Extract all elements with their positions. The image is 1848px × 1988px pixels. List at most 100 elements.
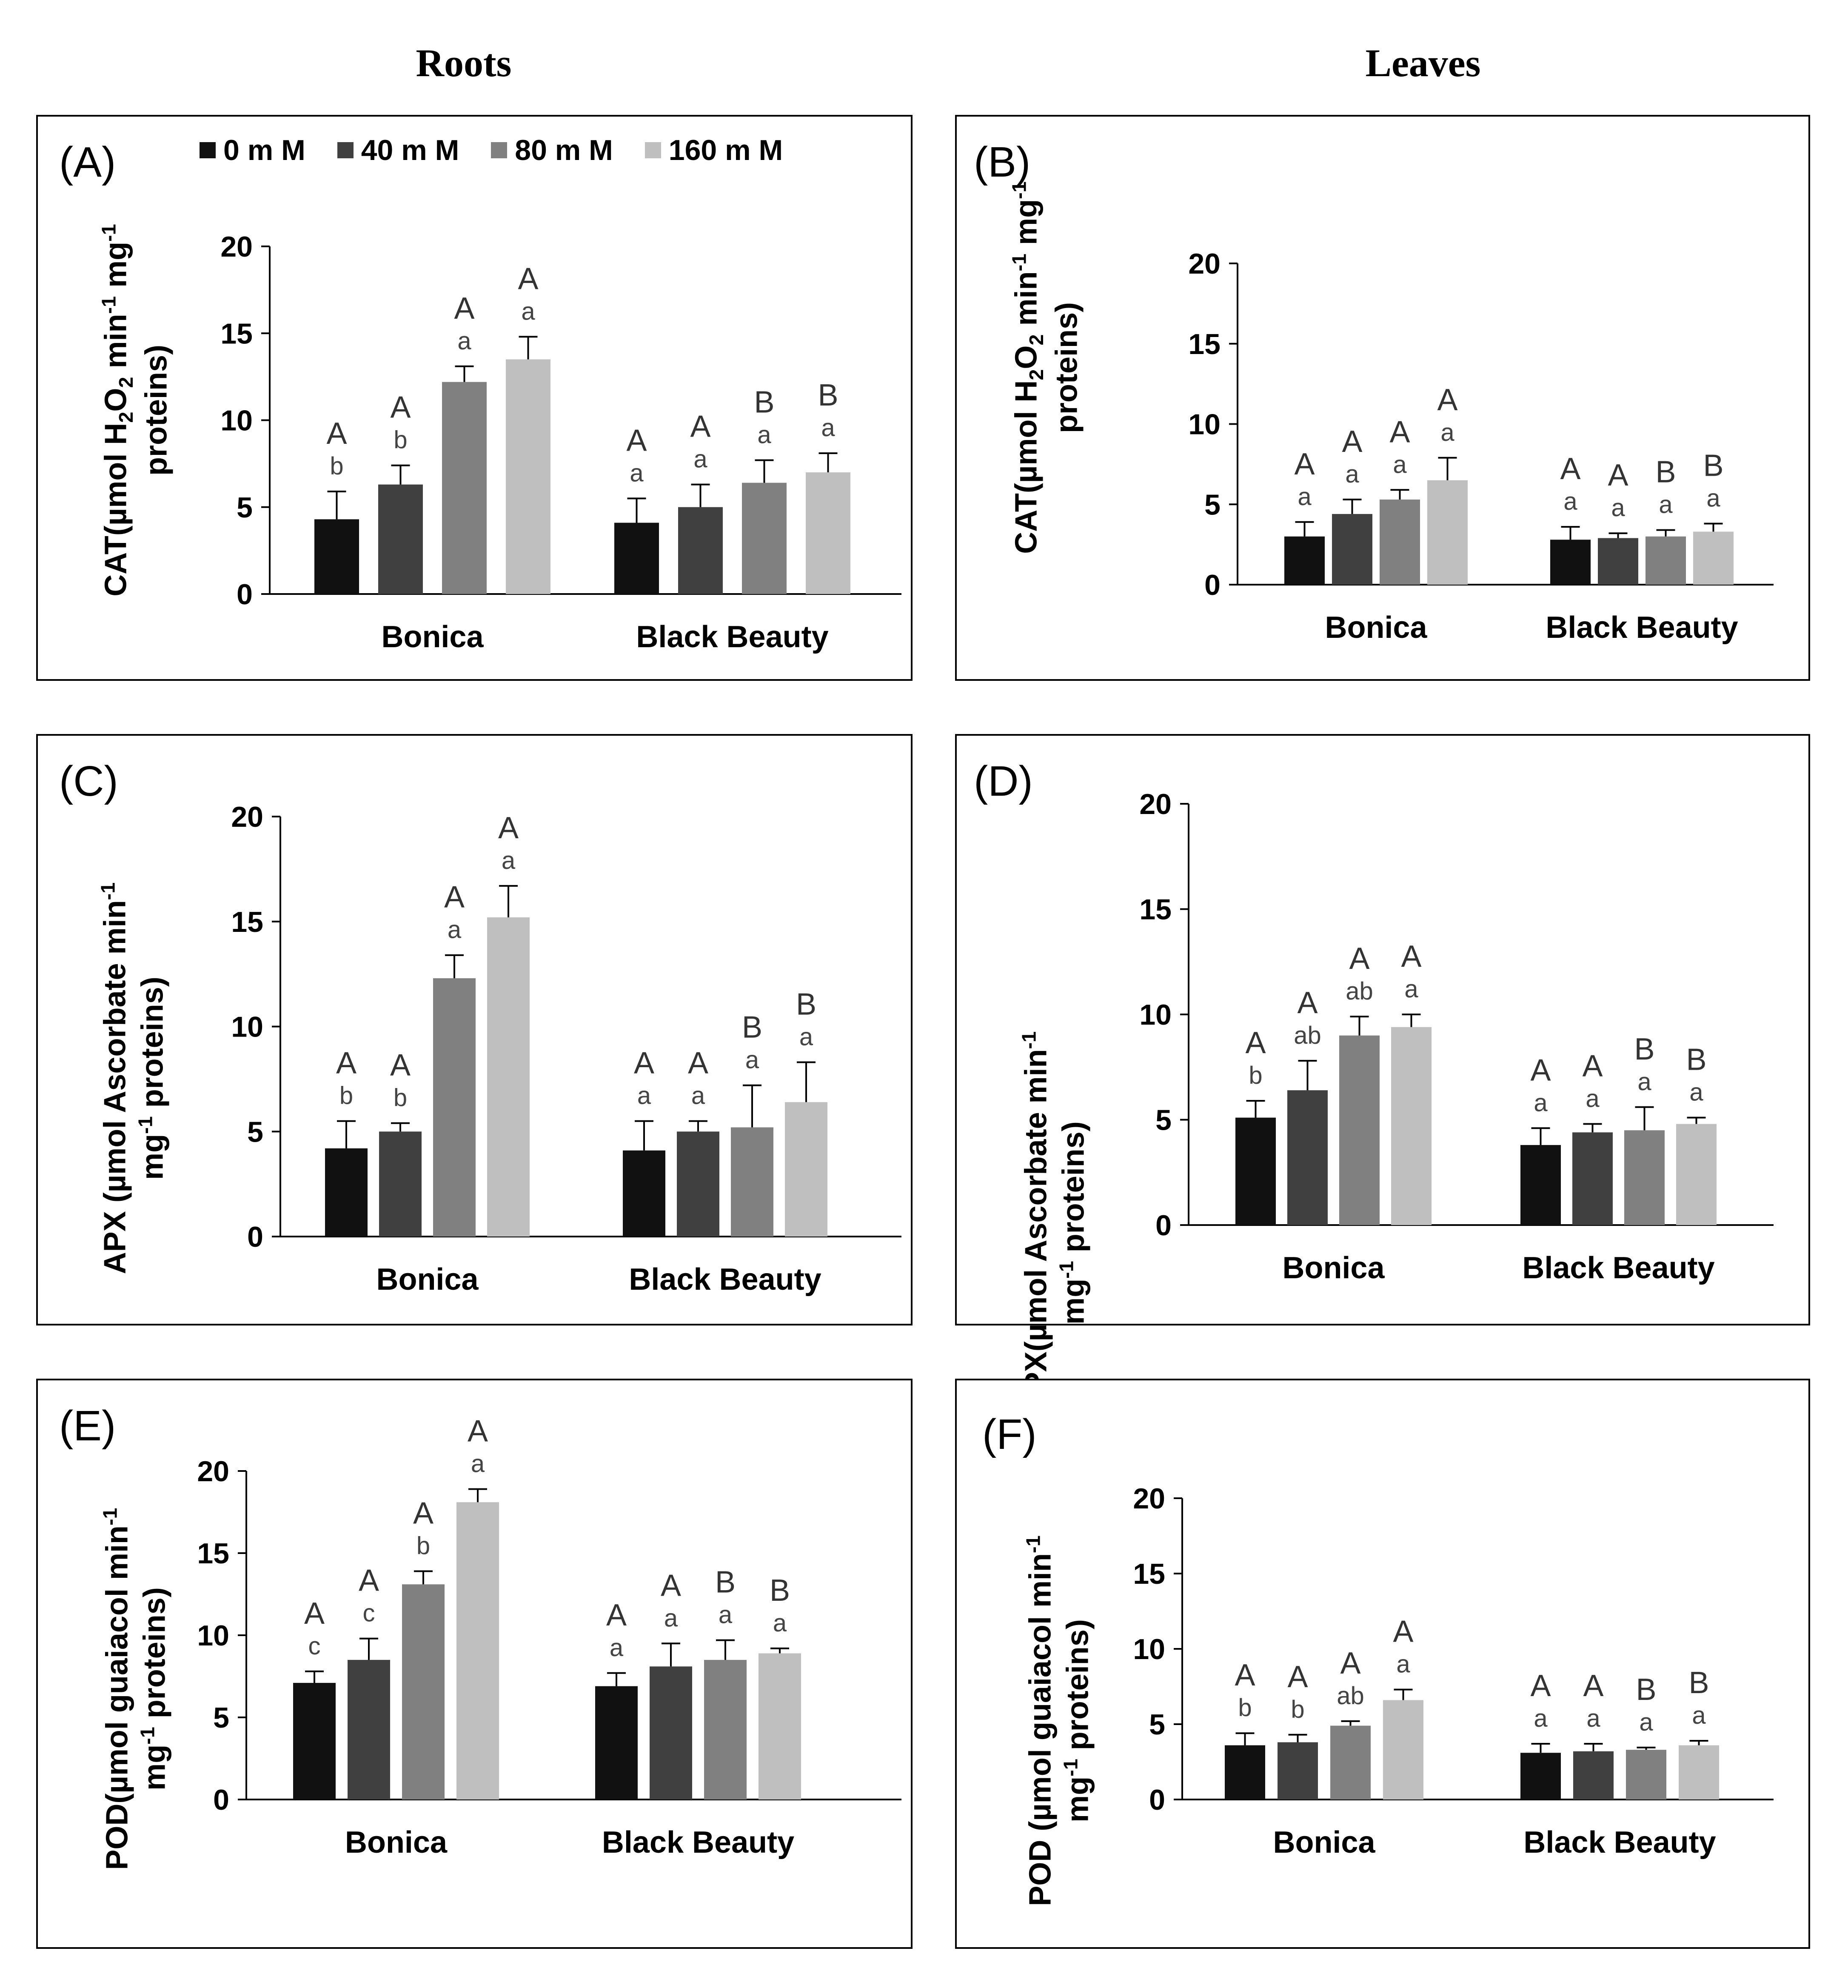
y-tick-label: 15 xyxy=(1139,894,1172,926)
significance-lower: a xyxy=(821,414,835,442)
significance-upper: A xyxy=(1342,425,1362,459)
bar xyxy=(433,978,476,1237)
panel-label: (F) xyxy=(982,1411,1037,1458)
legend-label: 80 m M xyxy=(515,134,613,166)
x-category-label: Bonica xyxy=(1282,1251,1385,1285)
significance-lower: c xyxy=(308,1632,321,1660)
significance-lower: a xyxy=(448,916,462,944)
significance-lower: a xyxy=(610,1634,624,1662)
y-tick-label: 0 xyxy=(1155,1209,1172,1242)
significance-lower: b xyxy=(330,452,343,480)
bar xyxy=(1225,1745,1265,1799)
y-tick-label: 0 xyxy=(1204,569,1221,601)
bar xyxy=(1383,1700,1423,1799)
bar xyxy=(1693,531,1734,585)
panel-a: (A) 0 m M 40 m M 80 m M 160 m M CAT(µmol… xyxy=(36,115,913,681)
legend-swatch xyxy=(491,142,508,158)
significance-upper: B xyxy=(715,1565,736,1600)
y-tick-label: 20 xyxy=(220,231,253,263)
significance-upper: A xyxy=(1245,1026,1266,1060)
significance-lower: a xyxy=(1393,451,1407,478)
significance-upper: A xyxy=(1389,415,1410,449)
y-tick-label: 0 xyxy=(1149,1784,1165,1816)
legend-item: 40 m M xyxy=(337,134,459,167)
bar xyxy=(1624,1130,1665,1225)
bar xyxy=(731,1127,773,1237)
bar xyxy=(1391,1027,1432,1225)
y-tick-label: 15 xyxy=(231,906,263,938)
significance-upper: B xyxy=(796,987,816,1021)
bar xyxy=(1284,536,1325,585)
x-category-label: Black Beauty xyxy=(602,1825,794,1859)
bar xyxy=(1520,1753,1561,1799)
significance-upper: A xyxy=(518,262,538,296)
bar xyxy=(623,1150,665,1237)
legend-item: 80 m M xyxy=(491,134,613,167)
significance-upper: B xyxy=(754,385,774,419)
x-category-label: Black Beauty xyxy=(1522,1251,1714,1285)
x-category-label: Bonica xyxy=(381,620,484,654)
significance-lower: a xyxy=(1404,975,1418,1003)
significance-lower: a xyxy=(773,1609,787,1637)
bar xyxy=(1679,1745,1719,1799)
bar xyxy=(1427,480,1468,585)
significance-upper: B xyxy=(1634,1032,1654,1066)
significance-upper: A xyxy=(1297,986,1318,1020)
significance-upper: A xyxy=(454,291,474,326)
panel-label: (B) xyxy=(974,138,1031,186)
panel-label: (E) xyxy=(59,1402,116,1450)
bar xyxy=(677,1131,719,1237)
bar xyxy=(456,1502,499,1799)
bar xyxy=(1287,1090,1328,1225)
bar xyxy=(1332,514,1372,585)
bar xyxy=(742,483,787,594)
significance-lower: a xyxy=(502,847,516,874)
significance-upper: B xyxy=(1636,1673,1656,1707)
y-tick-label: 20 xyxy=(1188,248,1221,280)
panel-label: (A) xyxy=(59,138,116,186)
significance-upper: A xyxy=(688,1046,708,1080)
significance-upper: A xyxy=(1340,1646,1360,1680)
significance-lower: a xyxy=(719,1601,733,1629)
significance-lower: a xyxy=(630,459,644,487)
significance-upper: A xyxy=(444,880,465,914)
significance-lower: a xyxy=(1440,419,1454,446)
significance-upper: B xyxy=(1686,1043,1706,1077)
y-tick-label: 5 xyxy=(1204,488,1221,521)
significance-lower: ab xyxy=(1346,977,1373,1005)
significance-lower: b xyxy=(1291,1696,1304,1723)
legend-swatch xyxy=(200,142,216,158)
significance-lower: a xyxy=(745,1046,759,1074)
bar xyxy=(314,519,359,594)
significance-upper: A xyxy=(1582,1049,1603,1083)
bar xyxy=(704,1660,747,1799)
legend-label: 40 m M xyxy=(361,134,459,166)
significance-lower: a xyxy=(1639,1708,1653,1736)
significance-lower: a xyxy=(1689,1079,1703,1106)
bar xyxy=(595,1686,638,1799)
significance-lower: a xyxy=(637,1082,651,1110)
significance-lower: a xyxy=(1298,483,1312,511)
bar xyxy=(1550,540,1591,585)
significance-upper: B xyxy=(818,378,838,412)
significance-upper: A xyxy=(336,1046,356,1080)
significance-upper: A xyxy=(390,1048,411,1083)
significance-upper: A xyxy=(326,417,347,451)
y-tick-label: 10 xyxy=(1133,1633,1165,1665)
significance-lower: a xyxy=(471,1450,485,1477)
significance-lower: a xyxy=(1692,1702,1706,1729)
column-title-leaves: Leaves xyxy=(1365,41,1481,85)
legend-label: 160 m M xyxy=(668,134,783,166)
significance-upper: A xyxy=(1437,383,1457,417)
y-tick-label: 10 xyxy=(197,1620,229,1652)
bar xyxy=(806,472,850,594)
significance-lower: a xyxy=(1586,1085,1600,1112)
bar xyxy=(650,1666,692,1799)
legend-swatch xyxy=(337,142,354,158)
